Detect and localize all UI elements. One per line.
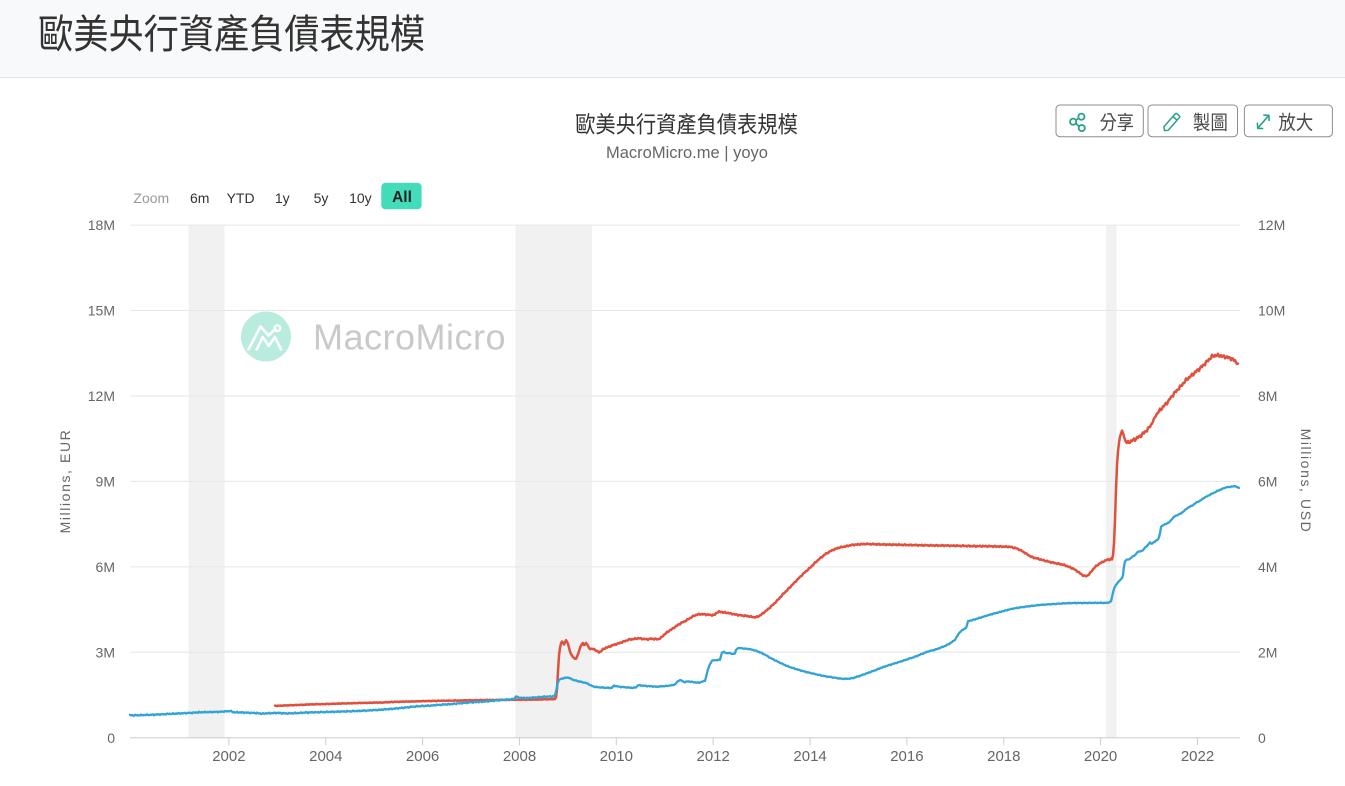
svg-text:2004: 2004 xyxy=(309,748,342,765)
svg-text:18M: 18M xyxy=(88,217,115,233)
svg-text:YTD: YTD xyxy=(227,190,255,206)
svg-text:2006: 2006 xyxy=(406,748,439,765)
svg-text:6m: 6m xyxy=(190,190,209,206)
svg-text:12M: 12M xyxy=(1258,217,1285,233)
svg-text:Zoom: Zoom xyxy=(133,190,169,206)
svg-text:15M: 15M xyxy=(88,303,115,319)
svg-text:2020: 2020 xyxy=(1084,748,1117,765)
svg-text:6M: 6M xyxy=(96,559,115,575)
svg-text:10M: 10M xyxy=(1258,303,1285,319)
svg-text:2016: 2016 xyxy=(890,748,923,765)
svg-text:2M: 2M xyxy=(1258,644,1277,660)
svg-text:12M: 12M xyxy=(88,388,115,404)
svg-text:1y: 1y xyxy=(275,190,290,206)
svg-text:4M: 4M xyxy=(1258,559,1277,575)
svg-text:2022: 2022 xyxy=(1181,748,1214,765)
svg-text:6M: 6M xyxy=(1258,473,1277,489)
svg-text:All: All xyxy=(392,189,412,206)
svg-text:3M: 3M xyxy=(96,644,115,660)
svg-text:0: 0 xyxy=(107,730,115,746)
svg-text:10y: 10y xyxy=(349,190,372,206)
svg-text:2008: 2008 xyxy=(503,748,536,765)
svg-text:2014: 2014 xyxy=(793,748,826,765)
svg-text:Millions, USD: Millions, USD xyxy=(1298,429,1314,534)
svg-text:8M: 8M xyxy=(1258,388,1277,404)
svg-text:MacroMicro.me | yoyo: MacroMicro.me | yoyo xyxy=(606,144,768,162)
svg-text:2002: 2002 xyxy=(212,748,245,765)
svg-text:5y: 5y xyxy=(314,190,329,206)
svg-text:Millions, EUR: Millions, EUR xyxy=(57,429,73,534)
svg-text:2010: 2010 xyxy=(600,748,633,765)
svg-text:0: 0 xyxy=(1258,730,1266,746)
svg-text:9M: 9M xyxy=(96,473,115,489)
svg-text:2018: 2018 xyxy=(987,748,1020,765)
svg-text:2012: 2012 xyxy=(697,748,730,765)
svg-text:MacroMicro: MacroMicro xyxy=(313,317,506,358)
